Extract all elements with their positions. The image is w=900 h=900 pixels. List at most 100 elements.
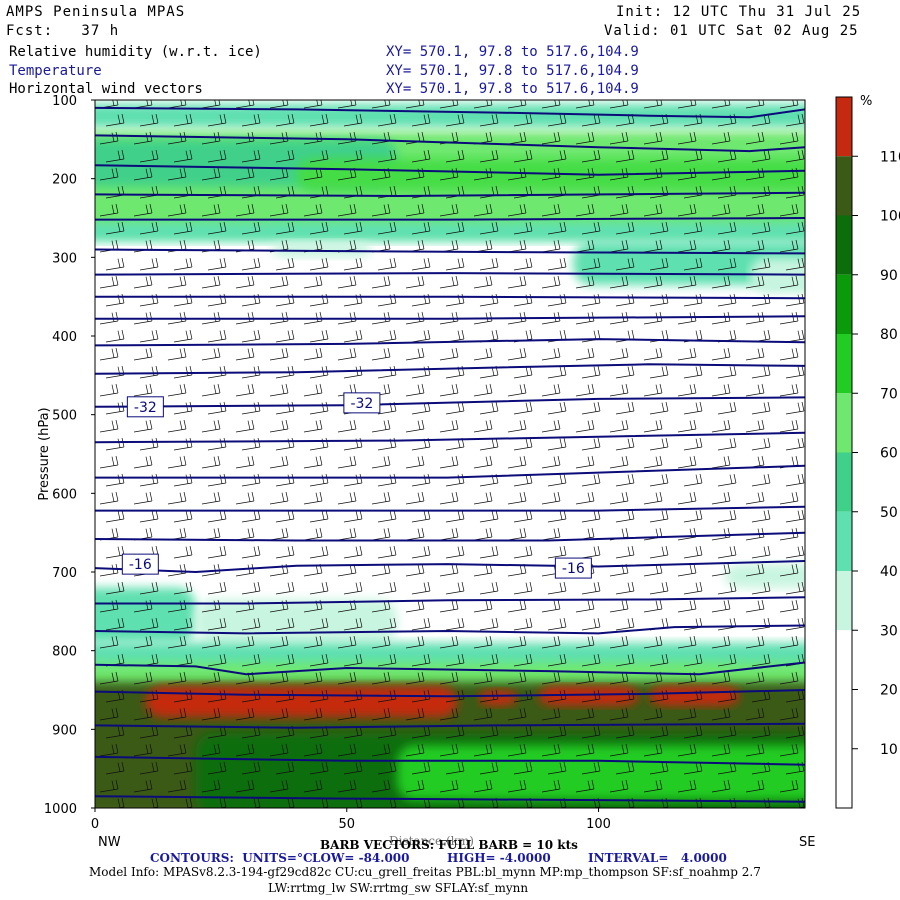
- isotherm-line: [95, 596, 805, 605]
- field-xy-wind: XY= 570.1, 97.8 to 517.6,104.9: [386, 81, 639, 97]
- y-tick-label: 800: [52, 645, 77, 660]
- field-label-wind: Horizontal wind vectors: [9, 81, 203, 97]
- isotherm-line: [95, 338, 805, 347]
- isotherm-line: [95, 464, 805, 479]
- init-time: Init: 12 UTC Thu 31 Jul 25: [616, 4, 862, 20]
- nw-end-label: NW: [98, 835, 121, 850]
- contour-labels: -32 -32 -16 -16: [121, 392, 592, 579]
- contour-label-box: [343, 392, 381, 414]
- y-tick-label: 200: [52, 173, 77, 188]
- colorbar-label: 70: [880, 386, 898, 402]
- rh-band: [296, 159, 805, 191]
- y-tick-label: 900: [52, 723, 77, 738]
- isotherm-line: [95, 191, 805, 198]
- x-tick-label: 0: [91, 817, 99, 832]
- rh-band: [95, 587, 196, 643]
- colorbar-swatch: [836, 215, 852, 275]
- isotherm-line: [95, 661, 805, 676]
- y-tick-label: 500: [52, 409, 77, 424]
- colorbar-swatch: [836, 748, 852, 808]
- contour-label: -16: [129, 557, 152, 573]
- field-xy-temperature: XY= 570.1, 97.8 to 517.6,104.9: [386, 63, 639, 79]
- contour-interval: INTERVAL= 4.0000: [588, 851, 727, 865]
- y-tick-label: 100: [52, 94, 77, 109]
- isotherm-line: [95, 248, 805, 255]
- isotherm-line: [95, 624, 805, 635]
- rh-band: [271, 241, 372, 258]
- colorbar-swatch: [836, 630, 852, 690]
- isotherm-line: [95, 722, 805, 729]
- colorbar-label: 50: [880, 505, 898, 521]
- contour-low: LOW= -84.000: [312, 851, 410, 865]
- rh-band: [648, 686, 740, 706]
- valid-time: Valid: 01 UTC Sat 02 Aug 25: [604, 23, 859, 39]
- colorbar-label: 90: [880, 268, 898, 284]
- plot-frame: [94, 99, 806, 809]
- contour-label-box: [126, 396, 164, 418]
- isotherm-line: [95, 755, 805, 766]
- colorbar-label: 80: [880, 327, 898, 343]
- isotherm-line: [95, 396, 805, 408]
- colorbar-label: 40: [880, 564, 898, 580]
- rh-band: [397, 745, 805, 801]
- rh-band: [95, 221, 805, 242]
- forecast-hour: Fcst: 37 h: [6, 23, 120, 39]
- contour-label: -32: [134, 400, 157, 416]
- x-tick-label: 50: [338, 817, 355, 832]
- y-axis-label: Pressure (hPa): [37, 407, 52, 500]
- contour-high: HIGH= -4.0000: [447, 851, 551, 865]
- colorbar-label: 110: [880, 149, 900, 165]
- colorbar-swatch: [836, 156, 852, 216]
- x-axis: 0 50 100: [91, 808, 611, 832]
- contour-label: -16: [562, 561, 585, 577]
- y-tick-label: 400: [52, 330, 77, 345]
- colorbar-label: 100: [880, 209, 900, 225]
- colorbar-label: 20: [880, 683, 898, 699]
- rh-band: [195, 599, 398, 643]
- colorbar-swatch: [836, 571, 852, 631]
- isotherm-line: [95, 134, 805, 153]
- field-label-temperature: Temperature: [9, 63, 102, 79]
- isotherm-line: [95, 295, 805, 300]
- temperature-contours: [95, 106, 805, 803]
- field-xy-rh: XY= 570.1, 97.8 to 517.6,104.9: [386, 44, 639, 60]
- y-tick-label: 600: [52, 487, 77, 502]
- se-end-label: SE: [799, 835, 815, 850]
- isotherm-line: [95, 560, 805, 574]
- y-tick-label: 700: [52, 566, 77, 581]
- colorbar-label: 10: [880, 742, 898, 758]
- rh-band: [538, 686, 639, 706]
- contour-label: -32: [350, 396, 373, 412]
- colorbar-swatch: [836, 97, 852, 157]
- rh-band: [724, 564, 805, 588]
- colorbar-swatch: [836, 393, 852, 453]
- isotherm-line: [95, 531, 805, 542]
- y-axis: 100 200 300 400 500 600 700 800 900 1000: [44, 94, 95, 817]
- colorbar-swatch: [836, 689, 852, 749]
- isotherm-line: [95, 315, 805, 320]
- contour-label-box: [554, 557, 592, 579]
- rh-shading: [95, 103, 805, 808]
- field-label-rh: Relative humidity (w.r.t. ice): [9, 44, 262, 60]
- barb-note: BARB VECTORS: FULL BARB = 10 kts: [320, 838, 578, 852]
- colorbar-swatch: [836, 334, 852, 394]
- y-tick-label: 300: [52, 251, 77, 266]
- contour-units: CONTOURS: UNITS=°C: [150, 851, 313, 865]
- isotherm-line: [95, 795, 805, 803]
- isotherm-line: [95, 217, 805, 221]
- isotherm-line: [95, 505, 805, 512]
- contour-label-box: [121, 553, 159, 575]
- colorbar: 10 20 30 40 50 60 70 80 90 100 110%: [835, 94, 900, 809]
- model-info: Model Info: MPASv8.2.3-194-gf29cd82c CU:…: [89, 865, 761, 879]
- x-axis-title: Distance (km): [389, 834, 474, 848]
- colorbar-swatch: [836, 452, 852, 512]
- isotherm-line: [95, 431, 805, 444]
- rh-band: [145, 686, 458, 718]
- isotherm-line: [95, 272, 805, 276]
- isotherm-line: [95, 106, 805, 119]
- colorbar-label: 30: [880, 623, 898, 639]
- model-info-physics: LW:rrtmg_lw SW:rrtmg_sw SFLAY:sf_mynn: [268, 881, 529, 895]
- chart-title: AMPS Peninsula MPAS: [6, 4, 186, 20]
- y-tick-label: 1000: [44, 802, 77, 817]
- colorbar-swatch: [836, 274, 852, 334]
